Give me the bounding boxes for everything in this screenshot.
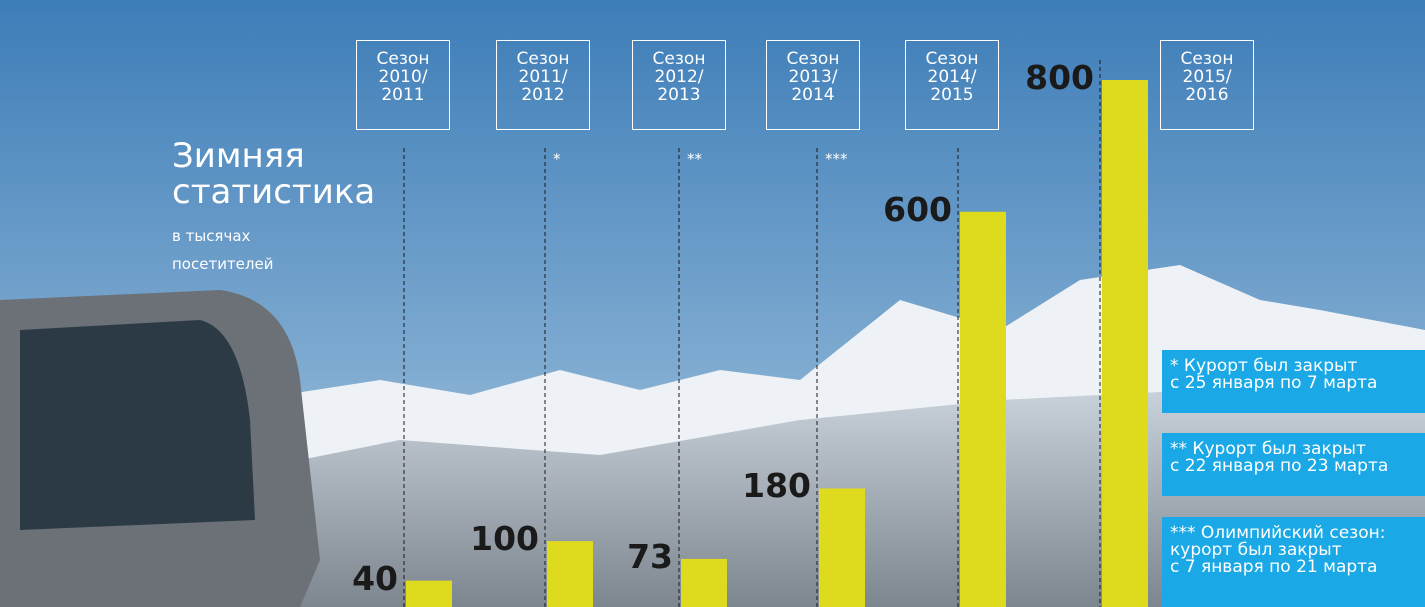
season-label: Сезон 2013/ 2014 <box>766 40 860 130</box>
cable-car-window <box>20 320 255 530</box>
marker: ** <box>687 150 702 168</box>
marker: *** <box>825 150 848 168</box>
infographic: Зимняя статистика в тысячах посетителей … <box>0 0 1425 607</box>
subtitle: в тысячах посетителей <box>172 222 273 278</box>
bar <box>406 581 452 607</box>
season-label: Сезон 2015/ 2016 <box>1160 40 1254 130</box>
bar <box>681 559 727 607</box>
footnote: *** Олимпийский сезон: курорт был закрыт… <box>1162 517 1425 607</box>
footnote: * Курорт был закрыт с 25 января по 7 мар… <box>1162 350 1425 413</box>
footnote: ** Курорт был закрыт с 22 января по 23 м… <box>1162 433 1425 496</box>
value-label: 600 <box>832 190 952 229</box>
bar <box>960 212 1006 607</box>
value-label: 100 <box>419 519 539 558</box>
value-label: 73 <box>553 537 673 576</box>
value-label: 40 <box>278 559 398 598</box>
season-label: Сезон 2010/ 2011 <box>356 40 450 130</box>
marker: * <box>553 150 561 168</box>
bar <box>1102 80 1148 607</box>
season-label: Сезон 2012/ 2013 <box>632 40 726 130</box>
value-label: 800 <box>974 58 1094 97</box>
value-label: 180 <box>691 466 811 505</box>
season-label: Сезон 2011/ 2012 <box>496 40 590 130</box>
title: Зимняя статистика <box>172 138 375 210</box>
bar <box>819 488 865 607</box>
